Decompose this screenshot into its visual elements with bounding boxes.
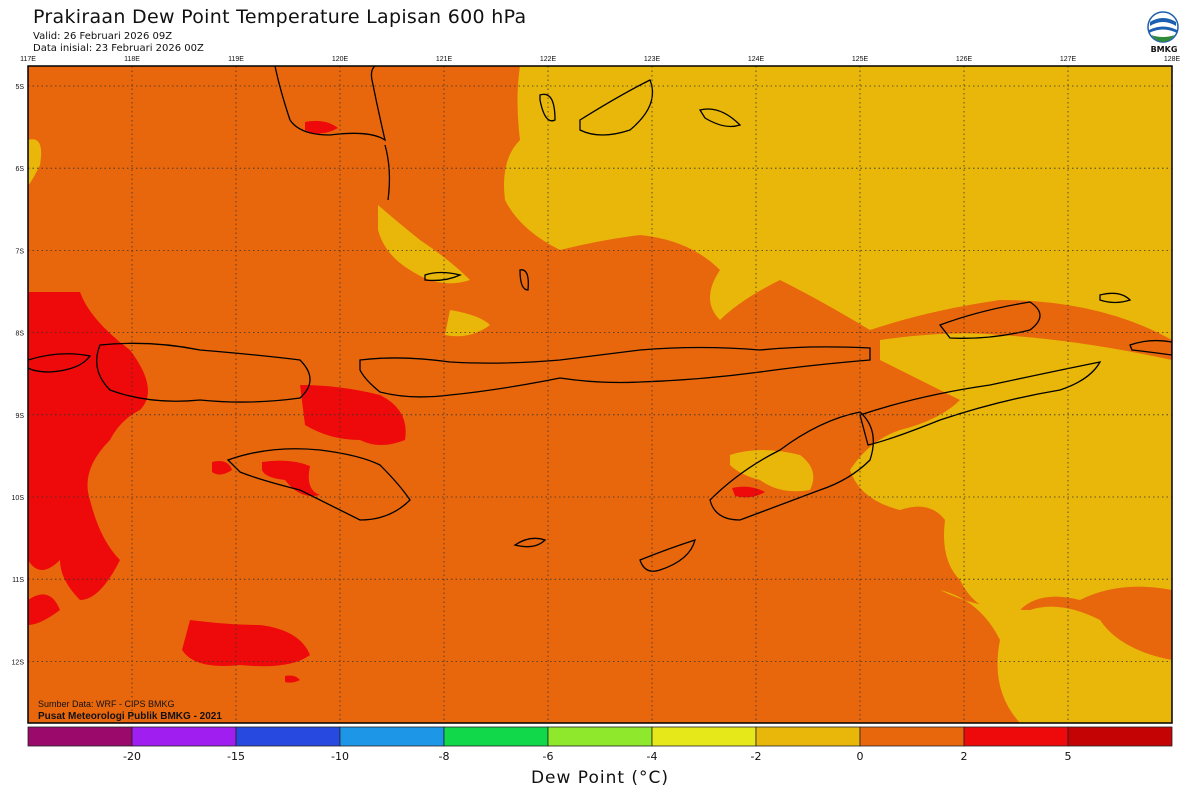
field-red-timor	[732, 486, 765, 498]
page-title: Prakiraan Dew Point Temperature Lapisan …	[33, 6, 527, 28]
field-yellow-northeast	[504, 66, 1172, 340]
colorbar-tick-label: 0	[856, 750, 864, 763]
lon-tick-label: 125E	[852, 56, 869, 63]
lon-tick-label: 126E	[956, 56, 973, 63]
coast-sumba	[226, 448, 411, 521]
colorbar-segment	[547, 726, 653, 747]
colorbar-tick-label: -2	[750, 750, 762, 763]
coast-bali	[28, 353, 92, 373]
colorbar-tick-label: 2	[960, 750, 968, 763]
lat-tick-label: 12S	[12, 659, 25, 666]
coast-babar	[1129, 339, 1172, 356]
coast-rote	[639, 539, 696, 572]
colorbar-title: Dew Point (°C)	[530, 768, 670, 788]
lon-tick-label: 120E	[332, 56, 349, 63]
colorbar-tick-label: 5	[1064, 750, 1072, 763]
colorbar-segment	[651, 726, 757, 747]
field-red-sumba-patch2	[212, 461, 232, 475]
field-yellow-east	[850, 333, 1172, 612]
colorbar-segment	[1067, 726, 1173, 747]
colorbar-segment	[859, 726, 965, 747]
colorbar-tick-label: -10	[331, 750, 349, 763]
lon-tick-label: 127E	[1060, 56, 1077, 63]
map-frame	[27, 65, 1173, 724]
source-note: Sumber Data: WRF - CIPS BMKG	[38, 699, 175, 709]
credit-note: Pusat Meteorologi Publik BMKG - 2021	[38, 711, 222, 722]
bmkg-logo-icon	[1147, 11, 1179, 43]
lat-tick-label: 7S	[15, 248, 24, 255]
coast-timor	[709, 411, 874, 521]
coast-banda	[1099, 292, 1132, 304]
field-yellow-southeast	[940, 590, 1172, 723]
coast-wetar	[938, 301, 1041, 339]
lon-labels: 117E 118E 119E 120E 121E 122E 123E 124E 125E 126E…	[20, 56, 1180, 63]
field-red-south	[182, 620, 310, 667]
colorbar-segment	[235, 726, 341, 747]
field-red-tiny	[285, 675, 300, 683]
coast-flores-east-islands	[579, 79, 654, 136]
field-red-southwest	[28, 594, 60, 625]
colorbar-segment	[27, 726, 133, 747]
lon-tick-label: 118E	[124, 56, 140, 63]
lat-tick-label: 6S	[15, 166, 24, 173]
lat-tick-label: 9S	[15, 413, 24, 420]
coast-timor-leste	[859, 361, 1102, 446]
coast-sawu	[513, 537, 547, 548]
coast-small-2	[519, 269, 529, 291]
coast-selayar	[384, 144, 391, 201]
lat-tick-label: 10S	[12, 495, 25, 502]
lon-tick-label: 121E	[436, 56, 453, 63]
coast-small-3	[539, 93, 556, 122]
lat-tick-label: 5S	[15, 84, 24, 91]
colorbar-segment	[339, 726, 445, 747]
field-yellow-timor	[730, 450, 814, 492]
lon-tick-label: 128E	[1164, 56, 1181, 63]
lon-tick-label: 117E	[20, 56, 36, 63]
init-time: Data inisial: 23 Februari 2026 00Z	[33, 43, 204, 54]
coast-flores-main	[359, 346, 871, 398]
colorbar-tick-label: -8	[438, 750, 450, 763]
field-red-sumbawa-north	[305, 120, 338, 134]
coast-lombok-sumbawa	[96, 342, 311, 403]
lat-tick-label: 11S	[12, 577, 24, 584]
coast-sulawesi-south	[274, 66, 387, 142]
coast-small-4	[698, 108, 742, 128]
field-red-west	[28, 292, 148, 600]
lat-labels: 5S 6S 7S 8S 9S 10S 11S 12S	[12, 84, 25, 666]
field-yellow-small-west	[378, 205, 470, 284]
lon-tick-label: 123E	[644, 56, 661, 63]
lon-tick-label: 124E	[748, 56, 765, 63]
colorbar-tick-label: -15	[227, 750, 245, 763]
colorbar-tick-label: -4	[646, 750, 658, 763]
coast-small-1	[424, 271, 462, 282]
colorbar	[27, 726, 1173, 747]
colorbar-segment	[443, 726, 549, 747]
colorbar-segment	[755, 726, 861, 747]
coastlines	[28, 66, 1172, 572]
logo-text: BMKG	[1150, 45, 1178, 54]
colorbar-segment	[963, 726, 1069, 747]
field-red-sumba-patch	[262, 460, 320, 496]
colorbar-segment	[131, 726, 237, 747]
field-yellow-small-flores	[445, 310, 490, 337]
lon-tick-label: 122E	[540, 56, 557, 63]
valid-time: Valid: 26 Februari 2026 09Z	[33, 31, 173, 42]
lat-lon-grid	[28, 66, 1172, 723]
field-yellow-west-edge	[28, 139, 42, 185]
lon-tick-label: 119E	[228, 56, 244, 63]
colorbar-tick-label: -20	[123, 750, 141, 763]
lat-tick-label: 8S	[15, 331, 24, 338]
colorbar-tick-label: -6	[542, 750, 554, 763]
